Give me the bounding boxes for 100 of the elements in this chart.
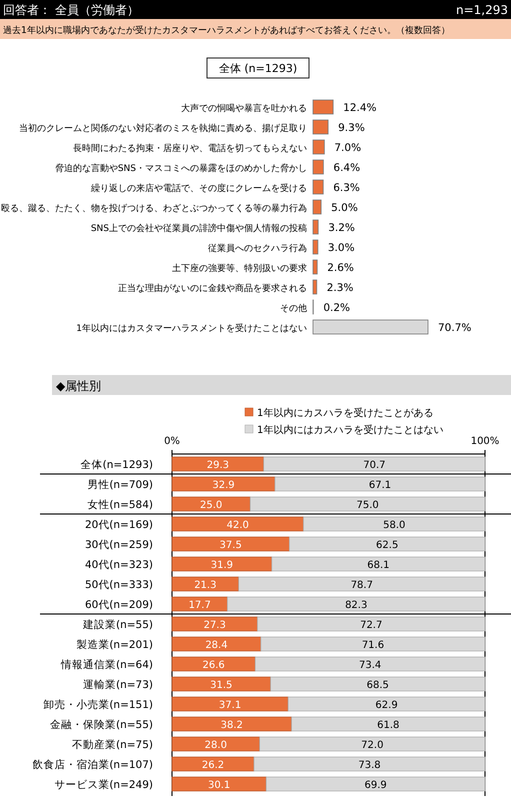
data-label: 61.8	[377, 720, 400, 731]
bar	[257, 616, 486, 632]
y-tick-label: 繰り返しの来店や電話で、その度にクレームを受ける	[90, 183, 307, 194]
chart-title: ◆属性別	[56, 379, 102, 393]
y-tick-label: 従業員へのセクハラ行為	[208, 243, 307, 254]
y-tick-label: その他	[280, 303, 307, 314]
data-label: 26.2	[202, 760, 224, 771]
bar	[172, 556, 272, 572]
chart-title: 全体 (n=1293)	[218, 62, 298, 75]
data-label: 12.4%	[343, 102, 377, 114]
bar	[312, 200, 322, 214]
bar	[172, 676, 271, 692]
data-label: 0.2%	[323, 302, 350, 314]
bar	[172, 636, 262, 652]
bar	[303, 516, 486, 532]
data-label: 3.2%	[328, 222, 355, 234]
y-tick-label: 当初のクレームと関係のない対応者のミスを執拗に責める、揚げ足取り	[19, 123, 307, 134]
y-tick-label: 長時間にわたる拘束・居座りや、電話を切ってもらえない	[73, 143, 307, 154]
y-tick-label: 女性(n=584)	[87, 499, 153, 511]
data-label: 31.5	[210, 680, 232, 691]
bar	[172, 736, 260, 752]
bar	[289, 536, 486, 552]
y-tick-label: 正当な理由がないのに金銭や商品を要求される	[118, 283, 307, 294]
text: n=1,293	[456, 3, 508, 17]
bar	[172, 656, 256, 672]
x-tick-label: 0%	[164, 436, 180, 447]
y-tick-label: 1年以内にはカスタマーハラスメントを受けたことはない	[76, 323, 307, 334]
data-label: 68.5	[366, 680, 389, 691]
data-label: 6.4%	[333, 162, 360, 174]
data-label: 62.5	[376, 540, 398, 551]
data-label: 9.3%	[338, 122, 365, 134]
data-label: 27.3	[204, 620, 226, 631]
y-tick-label: 殴る、蹴る、たたく、物を投げつける、わざとぶつかってくる等の暴力行為	[1, 203, 307, 214]
y-tick-label: 60代(n=209)	[84, 599, 153, 611]
data-label: 28.0	[204, 740, 227, 751]
bar	[312, 180, 324, 194]
y-tick-label: 30代(n=259)	[84, 539, 153, 551]
legend-label: 1年以内にはカスハラを受けたことはない	[257, 424, 444, 436]
bar	[254, 656, 486, 672]
bar	[254, 756, 486, 772]
bar	[172, 776, 267, 792]
data-label: 72.0	[361, 740, 384, 751]
data-label: 29.3	[206, 460, 229, 471]
bar	[260, 636, 486, 652]
data-label: 69.9	[364, 780, 387, 791]
data-label: 62.9	[375, 700, 398, 711]
y-tick-label: 20代(n=169)	[84, 519, 153, 531]
y-tick-label: 全体(n=1293)	[80, 459, 153, 471]
bar	[250, 496, 486, 512]
data-label: 30.1	[208, 780, 230, 791]
data-label: 25.0	[200, 500, 222, 511]
y-tick-label: 金融・保険業(n=55)	[50, 719, 153, 731]
data-label: 72.7	[360, 620, 382, 631]
bar	[172, 756, 254, 772]
bar	[172, 516, 304, 532]
data-label: 71.6	[362, 640, 384, 651]
data-label: 26.6	[202, 660, 225, 671]
data-label: 3.0%	[328, 242, 355, 254]
data-label: 38.2	[220, 720, 243, 731]
bar	[291, 716, 486, 732]
bar	[172, 496, 251, 512]
text: 回答者： 全員（労働者）	[3, 3, 139, 17]
data-label: 75.0	[356, 500, 379, 511]
y-tick-label: 不動産業(n=75)	[72, 738, 153, 751]
bar	[312, 260, 318, 274]
y-tick-label: 土下座の強要等、特別扱いの要求	[172, 263, 307, 274]
y-tick-label: 脅迫的な言動やSNS・マスコミへの暴露をほのめかした脅かし	[54, 163, 307, 174]
data-label: 58.0	[383, 520, 406, 531]
bar	[238, 576, 486, 592]
data-label: 70.7%	[438, 322, 472, 334]
data-label: 28.4	[205, 640, 228, 651]
bar	[259, 736, 486, 752]
bar	[172, 576, 240, 592]
bar	[312, 160, 324, 174]
data-label: 7.0%	[334, 142, 362, 154]
bar	[172, 716, 292, 732]
y-tick-label: 男性(n=709)	[87, 479, 153, 491]
data-label: 67.1	[368, 480, 392, 491]
data-label: 73.8	[358, 760, 381, 771]
section-header: ◆属性別	[52, 375, 511, 395]
bar	[172, 536, 290, 552]
bar	[266, 776, 486, 792]
y-tick-label: SNS上での会社や従業員の誹謗中傷や個人情報の投稿	[90, 223, 307, 234]
bar	[271, 556, 486, 572]
bar	[312, 240, 318, 254]
data-label: 37.1	[218, 700, 242, 711]
y-tick-label: 建設業(n=55)	[82, 618, 153, 631]
bar	[274, 476, 486, 492]
data-label: 68.1	[367, 560, 390, 571]
bar	[172, 456, 264, 472]
y-tick-label: 50代(n=333)	[84, 579, 153, 591]
data-label: 2.6%	[327, 262, 354, 274]
bar	[172, 476, 276, 492]
data-label: 6.3%	[333, 182, 360, 194]
data-label: 73.4	[358, 660, 382, 671]
bar	[270, 676, 486, 692]
text: 過去1年以内に職場内であなたが受けたカスタマーハラスメントがあればすべてお答えください。（複数回答）	[3, 25, 450, 36]
bar	[312, 320, 428, 334]
bar	[263, 456, 486, 472]
data-label: 42.0	[226, 520, 249, 531]
